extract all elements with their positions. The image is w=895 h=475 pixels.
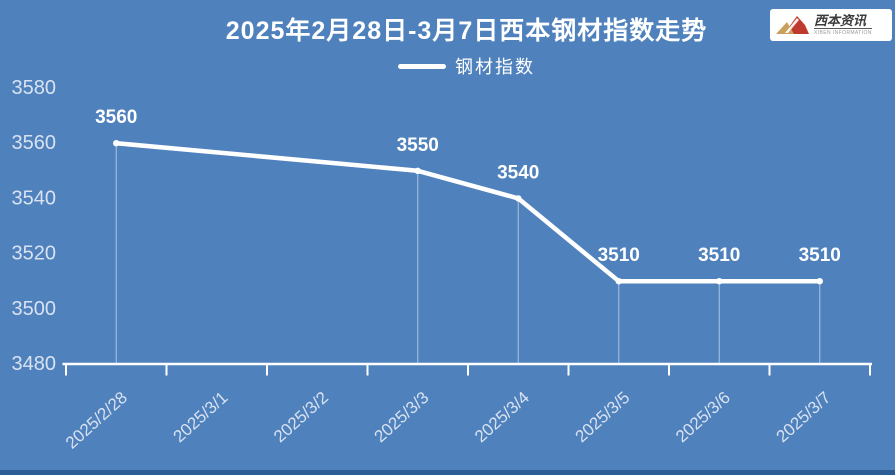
y-axis-tick-label: 3560 xyxy=(12,132,57,154)
data-point-label: 3540 xyxy=(497,162,539,183)
series-line xyxy=(114,140,822,284)
data-point-marker xyxy=(816,278,823,285)
data-point-marker xyxy=(515,195,522,202)
legend-line-marker xyxy=(398,63,446,69)
x-axis-tick-label: 2025/3/2 xyxy=(270,388,332,446)
y-axis-tick-label: 3540 xyxy=(12,187,57,209)
data-point-marker xyxy=(716,278,723,285)
x-axis-tick-label: 2025/3/6 xyxy=(672,388,734,446)
data-point-label: 3510 xyxy=(698,245,740,266)
footer-accent-bar xyxy=(0,470,895,475)
x-axis-tick-label: 2025/3/7 xyxy=(773,388,835,446)
y-axis-tick-label: 3580 xyxy=(12,77,57,99)
x-axis-tick-label: 2025/3/4 xyxy=(471,388,533,446)
legend-label: 钢材指数 xyxy=(455,57,535,77)
y-axis-tick-label: 3480 xyxy=(12,353,57,375)
y-axis-tick-label: 3500 xyxy=(12,298,57,320)
x-axis-tick-label: 2025/3/3 xyxy=(371,388,433,446)
data-point-marker xyxy=(113,140,120,147)
data-point-label: 3510 xyxy=(799,245,841,266)
brand-name: 西本资讯 xyxy=(814,14,872,30)
brand-logo: 西本资讯 XIBEN INFORMATION xyxy=(770,9,892,41)
chart-title: 2025年2月28日-3月7日西本钢材指数走势 xyxy=(225,17,708,45)
x-axis-tick-label: 2025/2/28 xyxy=(62,388,131,453)
x-axis-tick-label: 2025/3/5 xyxy=(572,388,634,446)
data-point-label: 3550 xyxy=(397,135,439,156)
data-point-label: 3510 xyxy=(598,245,640,266)
data-point-marker xyxy=(615,278,622,285)
data-point-label: 3560 xyxy=(95,107,137,128)
brand-text-block: 西本资讯 XIBEN INFORMATION xyxy=(814,14,872,36)
x-axis-tick-label: 2025/3/1 xyxy=(170,388,232,446)
mountain-logo-icon xyxy=(776,16,809,34)
data-point-marker xyxy=(414,167,421,174)
legend: 钢材指数 xyxy=(63,53,870,79)
y-axis-tick-label: 3520 xyxy=(12,243,57,265)
brand-subtext: XIBEN INFORMATION xyxy=(814,29,872,36)
